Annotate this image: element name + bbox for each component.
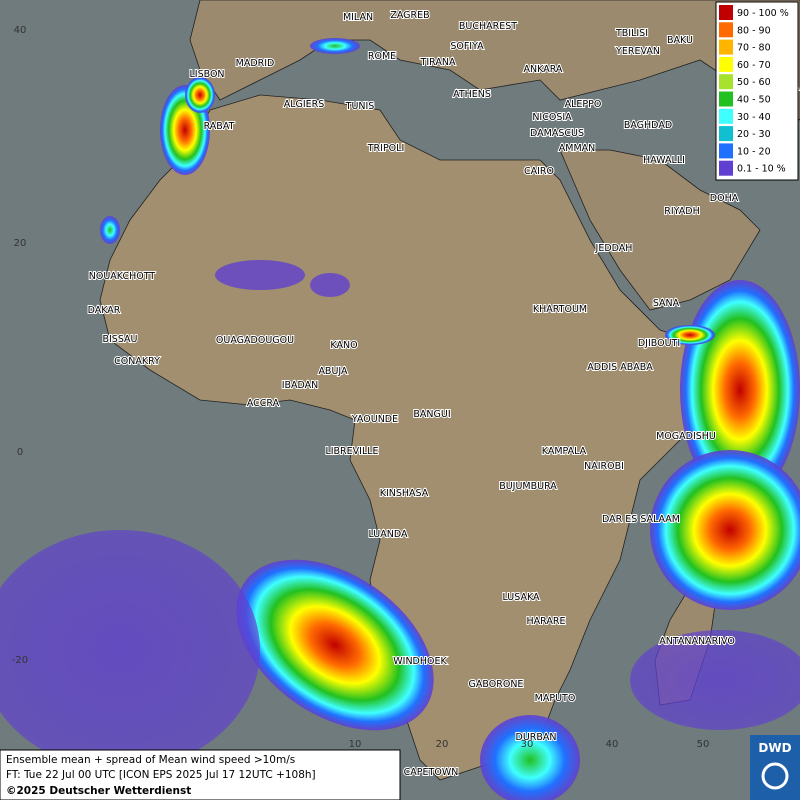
lon-label: 10	[349, 739, 362, 750]
city-label: NICOSIA	[532, 112, 572, 123]
city-label: MILAN	[343, 12, 373, 23]
city-label: CAIRO	[524, 166, 554, 177]
legend-swatch	[719, 39, 733, 55]
city-label: TUNIS	[345, 101, 375, 112]
city-label: DAMASCUS	[530, 128, 584, 139]
city-label: TRIPOLI	[367, 143, 405, 154]
city-label: OUAGADOUGOU	[216, 335, 294, 346]
legend-swatch	[719, 108, 733, 124]
legend-swatch	[719, 56, 733, 72]
city-label: NOUAKCHOTT	[89, 271, 156, 282]
legend-label: 40 - 50	[737, 95, 771, 106]
legend-swatch	[719, 74, 733, 90]
logo-mark	[761, 762, 789, 790]
city-label: ACCRA	[247, 398, 280, 409]
city-label: JEDDAH	[595, 243, 633, 254]
city-label: KINSHASA	[380, 488, 429, 499]
legend-swatch	[719, 22, 733, 38]
logo: DWD	[758, 741, 791, 755]
city-label: KAMPALA	[542, 446, 587, 457]
city-label: GABORONE	[469, 679, 524, 690]
city-label: BISSAU	[102, 334, 137, 345]
city-label: LISBON	[189, 69, 224, 80]
footer-box	[0, 749, 401, 800]
city-label: DURBAN	[516, 732, 557, 743]
city-label: SOFIYA	[450, 41, 484, 52]
legend-label: 90 - 100 %	[737, 8, 789, 19]
city-label: LUSAKA	[502, 592, 540, 603]
city-label: KANO	[330, 340, 357, 351]
legend-label: 80 - 90	[737, 25, 771, 36]
city-label: DJIBOUTI	[638, 338, 680, 349]
footer-line: ©2025 Deutscher Wetterdienst	[6, 785, 191, 797]
lat-label: 40	[14, 25, 27, 36]
city-label: YAOUNDE	[351, 414, 398, 425]
legend-label: 50 - 60	[737, 77, 771, 88]
city-label: YEREVAN	[615, 46, 660, 57]
city-label: DAR ES SALAAM	[602, 514, 680, 525]
city-label: CONAKRY	[114, 356, 160, 367]
legend-label: 60 - 70	[737, 60, 771, 71]
city-label: ALEPPO	[565, 99, 602, 110]
lon-label: 40	[606, 739, 619, 750]
city-label: BANGUI	[413, 409, 450, 420]
city-label: HAWALLI	[643, 155, 685, 166]
legend-label: 30 - 40	[737, 112, 771, 123]
legend-label: 10 - 20	[737, 146, 771, 157]
legend-label: 70 - 80	[737, 43, 771, 54]
city-label: LUANDA	[368, 529, 408, 540]
city-label: ANTANANARIVO	[659, 636, 735, 647]
legend-label: 20 - 30	[737, 129, 771, 140]
city-label: DOHA	[710, 193, 739, 204]
legend: 90 - 100 % 80 - 90 70 - 80 60 - 70 50 - 60 40…	[715, 1, 799, 181]
lon-label: 20	[436, 739, 449, 750]
lat-label: -20	[12, 655, 28, 666]
city-label: ALGIERS	[284, 99, 325, 110]
legend-swatch	[719, 143, 733, 159]
city-label: ABUJA	[318, 366, 348, 377]
city-label: ROME	[368, 51, 396, 62]
city-label: LIBREVILLE	[325, 446, 378, 457]
legend-label: 0.1 - 10 %	[737, 164, 786, 175]
city-label: IBADAN	[282, 380, 319, 391]
city-label: MOGADISHU	[656, 431, 716, 442]
city-label: BAGHDAD	[624, 120, 672, 131]
city-label: NAIROBI	[584, 461, 624, 472]
city-label: CAPETOWN	[404, 767, 459, 778]
footer-line: Ensemble mean + spread of Mean wind spee…	[6, 754, 295, 766]
city-label: RABAT	[204, 121, 235, 132]
city-label: TIRANA	[420, 57, 456, 68]
city-label: AMMAN	[559, 143, 596, 154]
city-label: BUCHAREST	[459, 21, 517, 32]
lat-label: 20	[14, 238, 27, 249]
legend-swatch	[719, 126, 733, 142]
footer-line: FT: Tue 22 Jul 00 UTC [ICON EPS 2025 Jul…	[6, 769, 316, 781]
city-label: MADRID	[236, 58, 275, 69]
city-label: BAKU	[667, 35, 693, 46]
legend-swatch	[719, 5, 733, 20]
city-label: RIYADH	[664, 206, 699, 217]
lon-label: 50	[697, 739, 710, 750]
city-label: ANKARA	[524, 64, 563, 75]
city-label: BUJUMBURA	[499, 481, 557, 492]
city-label: HARARE	[527, 616, 566, 627]
city-label: MAPUTO	[535, 693, 576, 704]
legend-swatch	[719, 160, 733, 176]
legend-swatch	[719, 91, 733, 107]
city-label: WINDHOEK	[393, 656, 447, 667]
city-label: TBILISI	[615, 28, 648, 39]
city-label: ATHENS	[453, 89, 491, 100]
city-label: DAKAR	[88, 305, 121, 316]
wind-areas	[0, 38, 800, 800]
city-label: ZAGREB	[390, 10, 429, 21]
lat-label: 0	[17, 447, 23, 458]
city-label: ADDIS ABABA	[587, 362, 653, 373]
city-label: SANA	[653, 298, 680, 309]
lon-label: 30	[521, 739, 534, 750]
city-label: KHARTOUM	[533, 304, 587, 315]
